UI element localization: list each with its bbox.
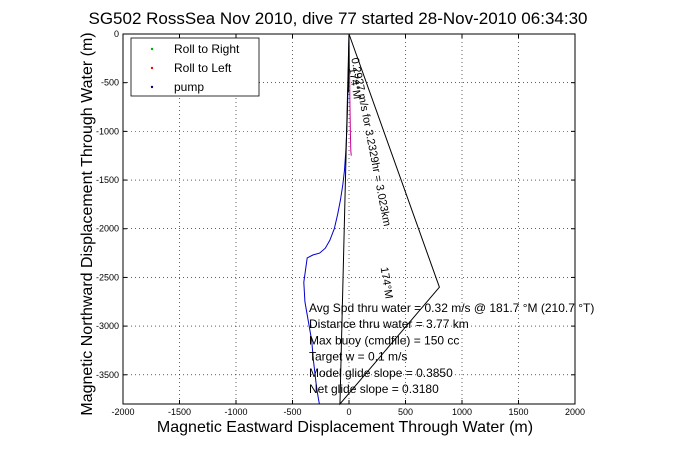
- x-tick-label: -500: [283, 407, 301, 417]
- trajectory-annotation: 174°M: [378, 266, 395, 299]
- x-axis-label: Magnetic Eastward Displacement Through W…: [157, 419, 533, 436]
- x-tick-label: -2000: [111, 407, 134, 417]
- y-tick-label: -3500: [96, 370, 119, 380]
- x-tick-label: 0: [346, 407, 351, 417]
- dive-stat-line: Model glide slope = 0.3850: [309, 366, 453, 380]
- dive-statistics: Avg Spd thru water = 0.32 m/s @ 181.7 °M…: [309, 301, 594, 396]
- x-tick-label: -1500: [168, 407, 191, 417]
- dive-stat-line: Distance thru water = 3.77 km: [309, 317, 469, 331]
- legend-marker: [150, 66, 154, 70]
- x-tick-label: 2000: [565, 407, 585, 417]
- y-tick-label: -1000: [96, 126, 119, 136]
- y-tick-label: -2000: [96, 224, 119, 234]
- legend-label: Roll to Right: [174, 42, 240, 56]
- dive-stat-line: Target w = 0.1 m/s: [309, 350, 407, 364]
- legend-label: Roll to Left: [174, 61, 232, 75]
- dive-stat-line: Net glide slope = 0.3180: [309, 382, 439, 396]
- legend: Roll to Right Roll to Left pump: [130, 37, 260, 97]
- chart-title: SG502 RossSea Nov 2010, dive 77 started …: [89, 9, 588, 28]
- series-line: [347, 33, 350, 93]
- axis-ticks: -2000 -1500 -1000 -500 0 500 1000 1500 2000 0 -500…: [96, 29, 585, 417]
- x-tick-label: 1000: [452, 407, 472, 417]
- series-line: [339, 33, 440, 406]
- legend-marker: [150, 47, 154, 51]
- dive-stat-line: Avg Spd thru water = 0.32 m/s @ 181.7 °M…: [309, 301, 594, 315]
- series-lines: [303, 33, 440, 406]
- y-tick-label: -500: [101, 78, 119, 88]
- dive-stat-line: Max buoy (cmdfile) = 150 cc: [309, 333, 459, 347]
- series-line: [303, 33, 350, 405]
- x-tick-label: 1500: [508, 407, 528, 417]
- y-axis-label: Magnetic Northward Displacement Through …: [79, 32, 96, 415]
- y-tick-label: 0: [114, 29, 119, 39]
- x-tick-label: 500: [398, 407, 413, 417]
- trajectory-annotation: 174°M: [346, 67, 363, 100]
- legend-label: pump: [174, 80, 204, 94]
- y-tick-label: -1500: [96, 175, 119, 185]
- trajectory-annotation: 0.2927 m/s for 3.2329hr = 3.023km: [348, 57, 393, 228]
- legend-marker: [150, 85, 154, 89]
- x-tick-label: -1000: [224, 407, 247, 417]
- y-tick-label: -2500: [96, 272, 119, 282]
- y-tick-label: -3000: [96, 321, 119, 331]
